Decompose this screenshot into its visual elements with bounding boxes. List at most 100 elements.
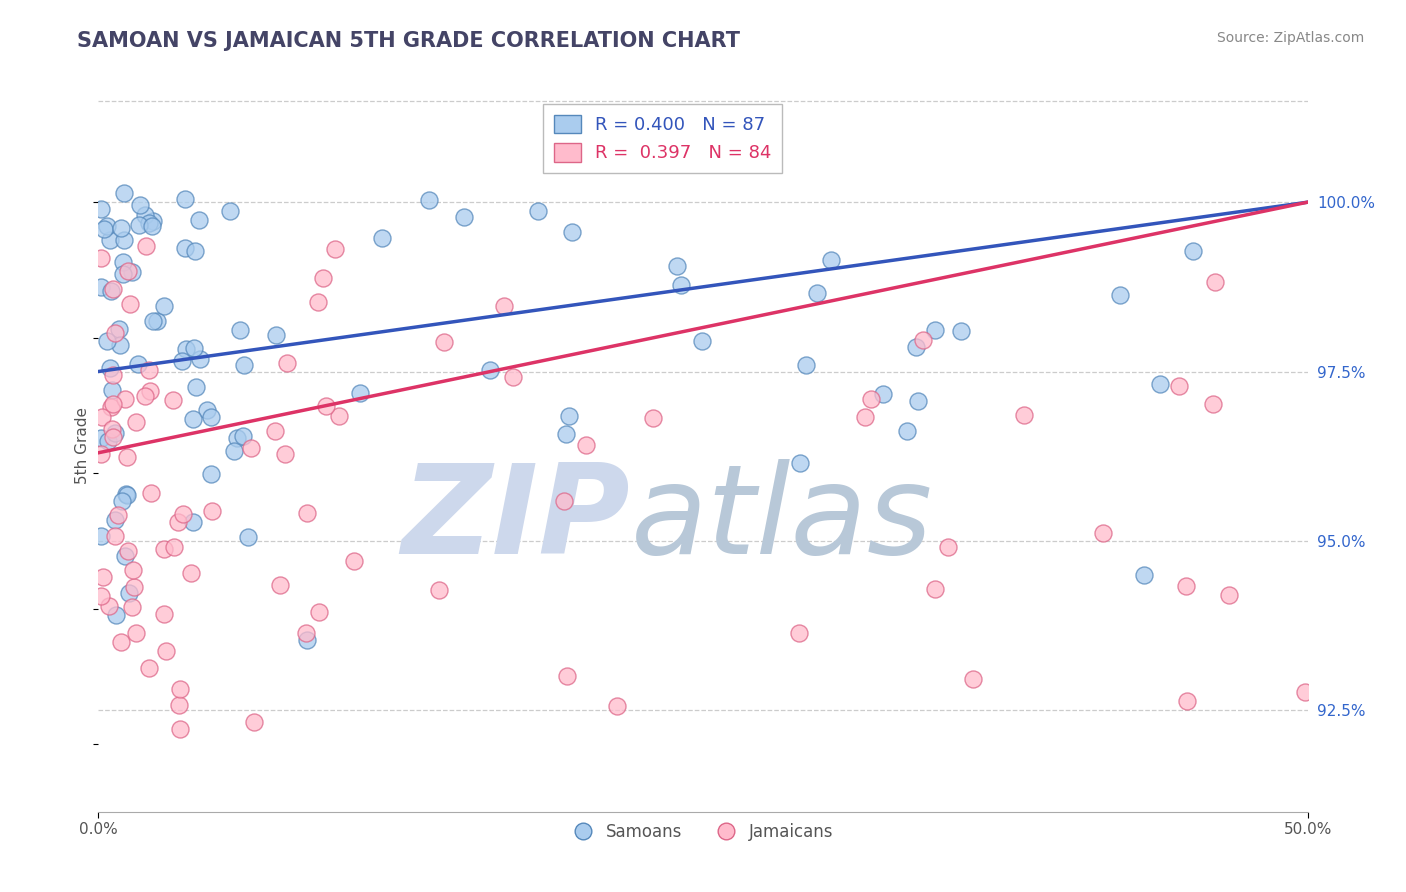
Point <box>1175 579 1198 593</box>
Point <box>962 673 984 687</box>
Point <box>184 244 207 258</box>
Point <box>200 409 222 424</box>
Point <box>1149 376 1171 391</box>
Point <box>127 357 149 371</box>
Point <box>117 544 139 558</box>
Legend: Samoans, Jamaicans: Samoans, Jamaicans <box>565 816 841 847</box>
Point <box>114 392 136 406</box>
Point <box>641 411 664 425</box>
Point <box>101 430 124 444</box>
Point <box>527 204 550 219</box>
Point <box>104 326 127 340</box>
Point <box>90 529 112 543</box>
Point <box>174 342 197 356</box>
Point <box>1091 525 1114 540</box>
Point <box>502 370 524 384</box>
Point <box>1294 684 1316 698</box>
Point <box>181 516 204 530</box>
Point <box>117 264 139 278</box>
Point <box>553 493 575 508</box>
Point <box>905 340 928 354</box>
Point <box>90 431 112 445</box>
Point <box>117 488 139 502</box>
Point <box>264 328 287 343</box>
Point <box>606 699 628 714</box>
Point <box>114 549 136 563</box>
Point <box>1177 694 1199 708</box>
Point <box>240 442 263 456</box>
Point <box>110 221 132 235</box>
Point <box>232 429 254 443</box>
Point <box>479 363 502 377</box>
Point <box>93 222 115 236</box>
Point <box>125 626 148 640</box>
Point <box>108 322 131 336</box>
Point <box>429 583 451 598</box>
Point <box>1204 275 1226 289</box>
Point <box>174 241 197 255</box>
Point <box>98 599 121 613</box>
Point <box>112 233 135 247</box>
Point <box>121 600 143 615</box>
Point <box>1012 409 1035 423</box>
Point <box>146 314 169 328</box>
Point <box>274 447 297 461</box>
Point <box>219 204 242 219</box>
Point <box>138 216 160 230</box>
Point <box>110 337 132 351</box>
Point <box>90 447 112 461</box>
Point <box>233 359 256 373</box>
Point <box>1181 244 1204 258</box>
Point <box>343 554 366 568</box>
Point <box>236 530 259 544</box>
Point <box>315 399 337 413</box>
Point <box>690 334 713 348</box>
Point <box>163 540 186 554</box>
Point <box>169 698 191 712</box>
Point <box>794 358 817 372</box>
Point <box>349 386 371 401</box>
Point <box>222 444 245 458</box>
Point <box>323 242 346 256</box>
Point <box>264 425 287 439</box>
Point <box>494 299 516 313</box>
Point <box>188 213 211 227</box>
Point <box>124 580 146 594</box>
Point <box>820 253 842 268</box>
Point <box>328 409 350 424</box>
Point <box>111 267 134 281</box>
Text: Source: ZipAtlas.com: Source: ZipAtlas.com <box>1216 31 1364 45</box>
Point <box>153 541 176 556</box>
Point <box>134 389 156 403</box>
Point <box>128 218 150 232</box>
Point <box>103 397 125 411</box>
Point <box>229 323 252 337</box>
Point <box>184 379 207 393</box>
Text: SAMOAN VS JAMAICAN 5TH GRADE CORRELATION CHART: SAMOAN VS JAMAICAN 5TH GRADE CORRELATION… <box>77 31 741 51</box>
Point <box>188 351 211 366</box>
Point <box>104 608 127 623</box>
Point <box>97 434 120 448</box>
Point <box>138 362 160 376</box>
Point <box>308 606 330 620</box>
Point <box>907 394 929 409</box>
Point <box>181 412 204 426</box>
Point <box>153 299 176 313</box>
Y-axis label: 5th Grade: 5th Grade <box>75 408 90 484</box>
Point <box>269 578 291 592</box>
Point <box>104 529 127 543</box>
Point <box>91 570 114 584</box>
Point <box>115 450 138 464</box>
Point <box>938 540 960 554</box>
Point <box>128 198 150 212</box>
Point <box>172 354 194 368</box>
Point <box>294 625 316 640</box>
Point <box>91 409 114 424</box>
Point <box>96 334 118 348</box>
Point <box>134 208 156 222</box>
Point <box>201 504 224 518</box>
Point <box>138 661 160 675</box>
Point <box>141 219 163 233</box>
Point <box>1201 397 1223 411</box>
Point <box>162 392 184 407</box>
